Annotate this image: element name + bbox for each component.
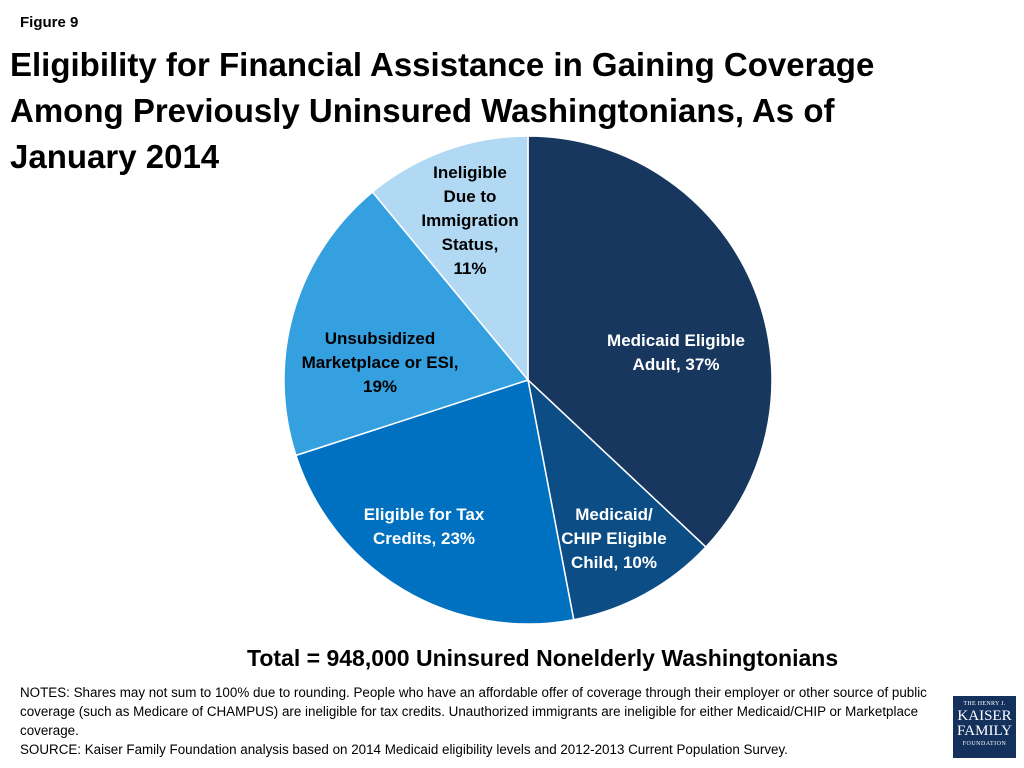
slice-label-4-line-3: Status, — [442, 235, 499, 254]
slice-label-1-line-1: CHIP Eligible — [561, 529, 667, 548]
slice-label-4: Ineligible Due to Immigration Status, 11% — [421, 163, 518, 278]
slice-label-0-line-1: Adult, 37% — [633, 355, 720, 374]
pie-slice-4 — [371, 135, 529, 383]
pie-slice-0 — [527, 135, 773, 549]
slice-label-2: Eligible for Tax Credits, 23% — [364, 505, 485, 548]
logo-line-1: THE HENRY J. — [963, 701, 1006, 707]
slice-label-1-line-0: Medicaid/ — [575, 505, 653, 524]
slice-label-1-line-2: Child, 10% — [571, 553, 657, 572]
slice-label-3-line-0: Unsubsidized — [325, 329, 436, 348]
notes-block: NOTES: Shares may not sum to 100% due to… — [20, 683, 935, 759]
slice-label-4-line-0: Ineligible — [433, 163, 507, 182]
total-caption: Total = 948,000 Uninsured Nonelderly Was… — [247, 645, 839, 671]
pie-labels: Medicaid Eligible Adult, 37% Medicaid/CHIP… — [302, 163, 745, 572]
pie-slices — [283, 135, 773, 625]
pie-slice-2 — [294, 379, 575, 625]
figure-label: Figure 9 — [20, 14, 79, 31]
slice-label-4-line-4: 11% — [453, 259, 486, 278]
slice-label-3-line-1: Marketplace or ESI, — [302, 353, 459, 372]
logo-line-3: FAMILY — [957, 723, 1012, 739]
kff-logo: THE HENRY J. KAISER FAMILY FOUNDATION — [953, 696, 1016, 758]
slice-label-0: Medicaid Eligible Adult, 37% — [607, 331, 745, 374]
logo-line-4: FOUNDATION — [962, 741, 1007, 747]
slice-label-2-line-0: Eligible for Tax — [364, 505, 485, 524]
slice-label-4-line-2: Immigration — [421, 211, 518, 230]
slice-label-3: Unsubsidized Marketplace or ESI, 19% — [302, 329, 459, 396]
slice-label-3-line-2: 19% — [363, 377, 397, 396]
logo-line-2: KAISER — [957, 708, 1012, 724]
slice-label-1: Medicaid/CHIP Eligible Child, 10% — [561, 505, 667, 572]
slice-label-4-line-1: Due to — [444, 187, 497, 206]
pie-slice-1 — [526, 377, 707, 621]
pie-slice-3 — [283, 190, 530, 457]
slice-label-2-line-1: Credits, 23% — [373, 529, 475, 548]
notes-text: NOTES: Shares may not sum to 100% due to… — [20, 685, 927, 738]
slice-label-0-line-0: Medicaid Eligible — [607, 331, 745, 350]
source-text: SOURCE: Kaiser Family Foundation analysi… — [20, 742, 788, 757]
chart-title: Eligibility for Financial Assistance in … — [10, 46, 875, 175]
